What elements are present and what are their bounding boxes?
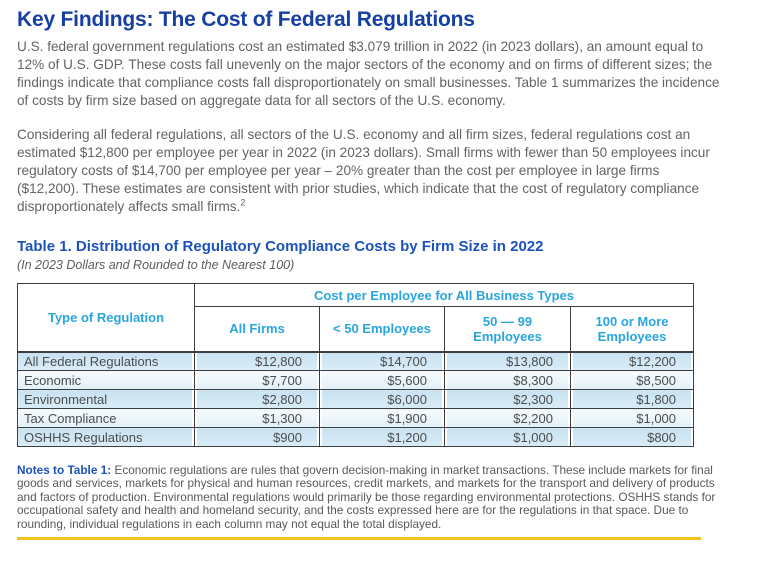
- cell-value: $2,800: [194, 389, 320, 409]
- footnote-marker: 2: [240, 197, 246, 208]
- cell-value: $1,800: [569, 389, 695, 409]
- table-row: Economic $7,700 $5,600 $8,300 $8,500: [17, 370, 695, 390]
- cell-value: $6,000: [319, 389, 445, 409]
- table-group-header-row: Type of Regulation Cost per Employee for…: [17, 283, 695, 353]
- table-row: OSHHS Regulations $900 $1,200 $1,000 $80…: [17, 427, 695, 447]
- cell-value: $900: [194, 427, 320, 447]
- cell-value: $2,200: [444, 408, 571, 428]
- cell-value: $1,000: [444, 427, 571, 447]
- cell-value: $1,000: [569, 408, 695, 428]
- cell-value: $13,800: [444, 351, 571, 371]
- table-notes-label: Notes to Table 1:: [17, 463, 112, 477]
- row-label: Environmental: [17, 389, 195, 409]
- document-page: Key Findings: The Cost of Federal Regula…: [0, 8, 761, 540]
- findings-paragraph-text: Considering all federal regulations, all…: [17, 127, 710, 214]
- column-header-type-of-regulation: Type of Regulation: [17, 283, 195, 353]
- cell-value: $5,600: [319, 370, 445, 390]
- column-group-header-cost-per-employee: Cost per Employee for All Business Types: [193, 283, 695, 307]
- table-notes-text: Economic regulations are rules that gove…: [17, 463, 716, 531]
- table-row: All Federal Regulations $12,800 $14,700 …: [17, 351, 695, 371]
- cell-value: $1,200: [319, 427, 445, 447]
- table-sub-header-row: All Firms < 50 Employees 50 — 99 Employe…: [18, 306, 695, 353]
- table-row: Tax Compliance $1,300 $1,900 $2,200 $1,0…: [17, 408, 695, 428]
- compliance-cost-table: Type of Regulation Cost per Employee for…: [17, 283, 695, 447]
- cell-value: $14,700: [319, 351, 445, 371]
- cell-value: $2,300: [444, 389, 571, 409]
- cell-value: $800: [569, 427, 695, 447]
- cell-value: $8,500: [569, 370, 695, 390]
- cell-value: $8,300: [444, 370, 571, 390]
- cell-value: $1,900: [319, 408, 445, 428]
- column-header-50-99-employees: 50 — 99 Employees: [444, 306, 571, 353]
- cell-value: $7,700: [194, 370, 320, 390]
- table-notes: Notes to Table 1: Economic regulations a…: [17, 463, 720, 531]
- row-label: OSHHS Regulations: [17, 427, 195, 447]
- row-label: Tax Compliance: [17, 408, 195, 428]
- cell-value: $12,800: [194, 351, 320, 371]
- column-header-lt-50-employees: < 50 Employees: [319, 306, 445, 353]
- cell-value: $12,200: [569, 351, 695, 371]
- page-bottom-divider: [17, 537, 701, 540]
- findings-paragraph: Considering all federal regulations, all…: [17, 126, 723, 216]
- table-title: Table 1. Distribution of Regulatory Comp…: [17, 238, 544, 255]
- intro-paragraph: U.S. federal government regulations cost…: [17, 39, 720, 108]
- column-header-100-or-more-employees: 100 or More Employees: [569, 306, 695, 353]
- table-row: Environmental $2,800 $6,000 $2,300 $1,80…: [17, 389, 695, 409]
- row-label: All Federal Regulations: [17, 351, 195, 371]
- row-label: Economic: [17, 370, 195, 390]
- page-title: Key Findings: The Cost of Federal Regula…: [17, 8, 475, 31]
- table-subtitle: (In 2023 Dollars and Rounded to the Near…: [17, 258, 295, 272]
- column-header-all-firms: All Firms: [194, 306, 320, 353]
- cell-value: $1,300: [194, 408, 320, 428]
